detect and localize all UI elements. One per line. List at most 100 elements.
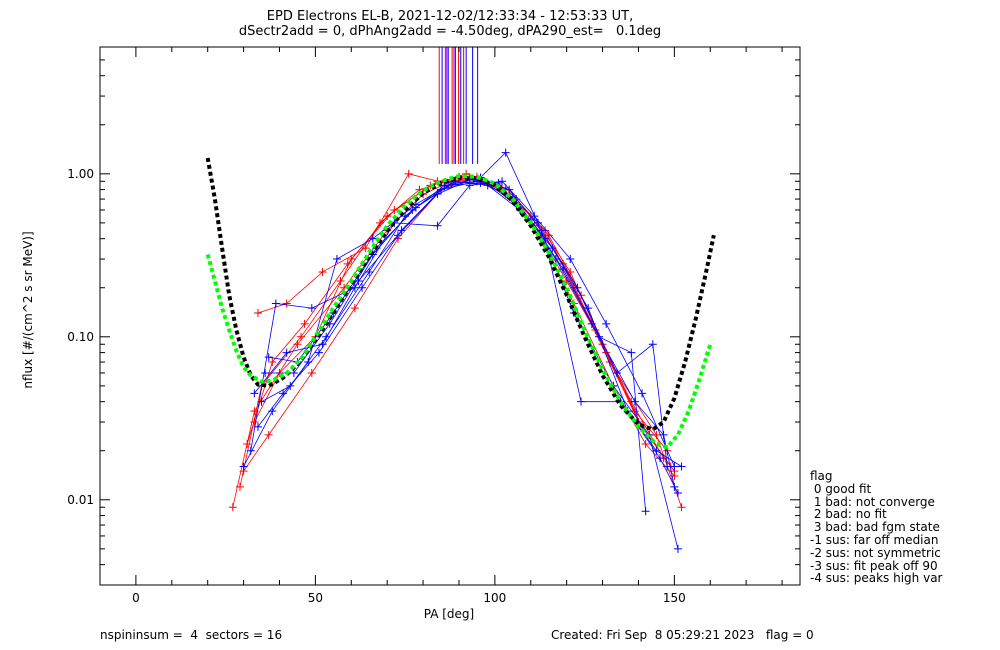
data-point: [638, 389, 647, 398]
data-point: [530, 212, 539, 221]
data-point: [361, 244, 370, 253]
data-series: [228, 148, 686, 553]
data-point: [612, 368, 621, 377]
data-point: [498, 177, 507, 186]
series-line: [243, 178, 668, 472]
legend-entry: -1 sus: far off median: [810, 532, 939, 547]
series-line: [257, 173, 675, 472]
y-tick-label: 0.01: [67, 493, 94, 507]
data-point: [282, 348, 291, 357]
data-point: [279, 389, 288, 398]
data-point: [627, 348, 636, 357]
data-point: [307, 304, 316, 313]
data-point: [243, 439, 252, 448]
data-point: [261, 368, 270, 377]
data-point: [368, 234, 377, 243]
data-point: [677, 503, 686, 512]
data-point: [656, 454, 664, 463]
data-point: [350, 304, 359, 313]
legend-entry: 2 bad: no fit: [810, 507, 887, 522]
legend-title: flag: [810, 469, 833, 483]
data-point: [670, 462, 679, 471]
data-point: [673, 544, 682, 553]
data-point: [236, 482, 244, 491]
data-point: [264, 353, 273, 362]
data-point: [390, 205, 399, 214]
x-axis-label: PA [deg]: [424, 607, 474, 621]
data-point: [641, 439, 650, 448]
data-point: [239, 462, 248, 471]
series-line: [254, 177, 672, 467]
series-line: [246, 173, 664, 459]
x-tick-label: 100: [483, 591, 506, 605]
data-point: [397, 226, 406, 235]
data-point: [602, 319, 611, 328]
data-point: [411, 203, 420, 212]
data-point: [584, 304, 593, 313]
data-point: [300, 319, 309, 328]
legend-entry: 3 bad: bad fgm state: [810, 520, 940, 535]
data-point: [505, 185, 514, 194]
data-point: [253, 422, 262, 431]
x-tick-label: 50: [308, 591, 323, 605]
series-line: [232, 179, 675, 508]
data-point: [358, 283, 367, 292]
data-point: [314, 348, 323, 357]
data-point: [566, 255, 575, 264]
legend-entry: -3 sus: fit peak off 90: [810, 558, 938, 573]
axes: 0 50 100 150 0.01 0.10 1.00: [67, 46, 801, 605]
data-point: [271, 299, 280, 308]
data-point: [268, 358, 277, 367]
data-point: [307, 368, 316, 377]
data-point: [677, 462, 686, 471]
data-point: [228, 503, 237, 512]
data-point: [282, 299, 291, 308]
series-line: [268, 180, 675, 487]
footer-right: Created: Fri Sep 8 05:29:21 2023 flag = …: [551, 628, 814, 642]
legend-entry: -4 sus: peaks high var: [810, 571, 943, 586]
data-point: [332, 255, 341, 264]
data-point: [594, 332, 603, 341]
data-point: [253, 308, 262, 317]
fit-curve: [205, 173, 713, 450]
data-point: [297, 332, 306, 341]
data-point: [289, 368, 298, 377]
data-point: [641, 507, 650, 516]
fit-curve: [205, 157, 716, 432]
legend-entry: -2 sus: not symmetric: [810, 545, 941, 560]
data-point: [336, 276, 345, 285]
data-point: [318, 267, 327, 276]
data-point: [433, 221, 442, 230]
data-point: [501, 148, 510, 157]
data-point: [250, 389, 259, 398]
data-point: [670, 482, 679, 491]
data-point: [354, 276, 363, 285]
data-point: [577, 397, 586, 406]
data-point: [559, 265, 568, 274]
footer-left: nspininsum = 4 sectors = 16: [100, 628, 283, 642]
data-point: [322, 332, 331, 341]
legend-entry: 0 good fit: [810, 481, 872, 496]
fit-curves: [205, 157, 716, 450]
data-point: [673, 489, 682, 498]
vertical-marker-lines: [438, 47, 479, 164]
series-line: [243, 151, 679, 549]
data-point: [246, 446, 255, 455]
data-point: [433, 190, 442, 199]
data-point: [264, 430, 273, 439]
legend-entry: 1 bad: not converge: [810, 494, 935, 509]
data-point: [318, 340, 327, 349]
x-tick-label: 150: [663, 591, 686, 605]
data-point: [257, 397, 266, 406]
data-point: [393, 231, 402, 240]
data-point: [659, 430, 668, 439]
y-tick-label: 0.10: [67, 330, 94, 344]
data-point: [250, 418, 259, 427]
data-point: [286, 381, 295, 390]
data-point: [648, 340, 657, 349]
plot-frame: [99, 46, 801, 586]
chart-subtitle: dSectr2add = 0, dPhAng2add = -4.50deg, d…: [238, 24, 662, 39]
chart-title: EPD Electrons EL-B, 2021-12-02/12:33:34 …: [266, 9, 634, 24]
data-point: [404, 169, 413, 178]
